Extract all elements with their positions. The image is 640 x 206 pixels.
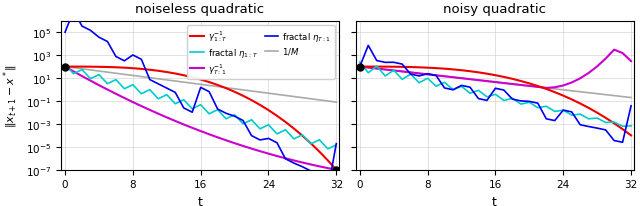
X-axis label: t: t <box>492 195 497 206</box>
Legend: $\gamma_{1:T}^{-1}$, fractal $\eta_{1:T}$, $\gamma_{T:1}^{-1}$, fractal $\eta_{T: $\gamma_{1:T}^{-1}$, fractal $\eta_{1:T}… <box>187 26 335 80</box>
X-axis label: t: t <box>197 195 202 206</box>
Y-axis label: $\|x_{t+1} - x^*\|$: $\|x_{t+1} - x^*\|$ <box>1 64 20 128</box>
Title: noisy quadratic: noisy quadratic <box>443 3 546 16</box>
Title: noiseless quadratic: noiseless quadratic <box>135 3 264 16</box>
